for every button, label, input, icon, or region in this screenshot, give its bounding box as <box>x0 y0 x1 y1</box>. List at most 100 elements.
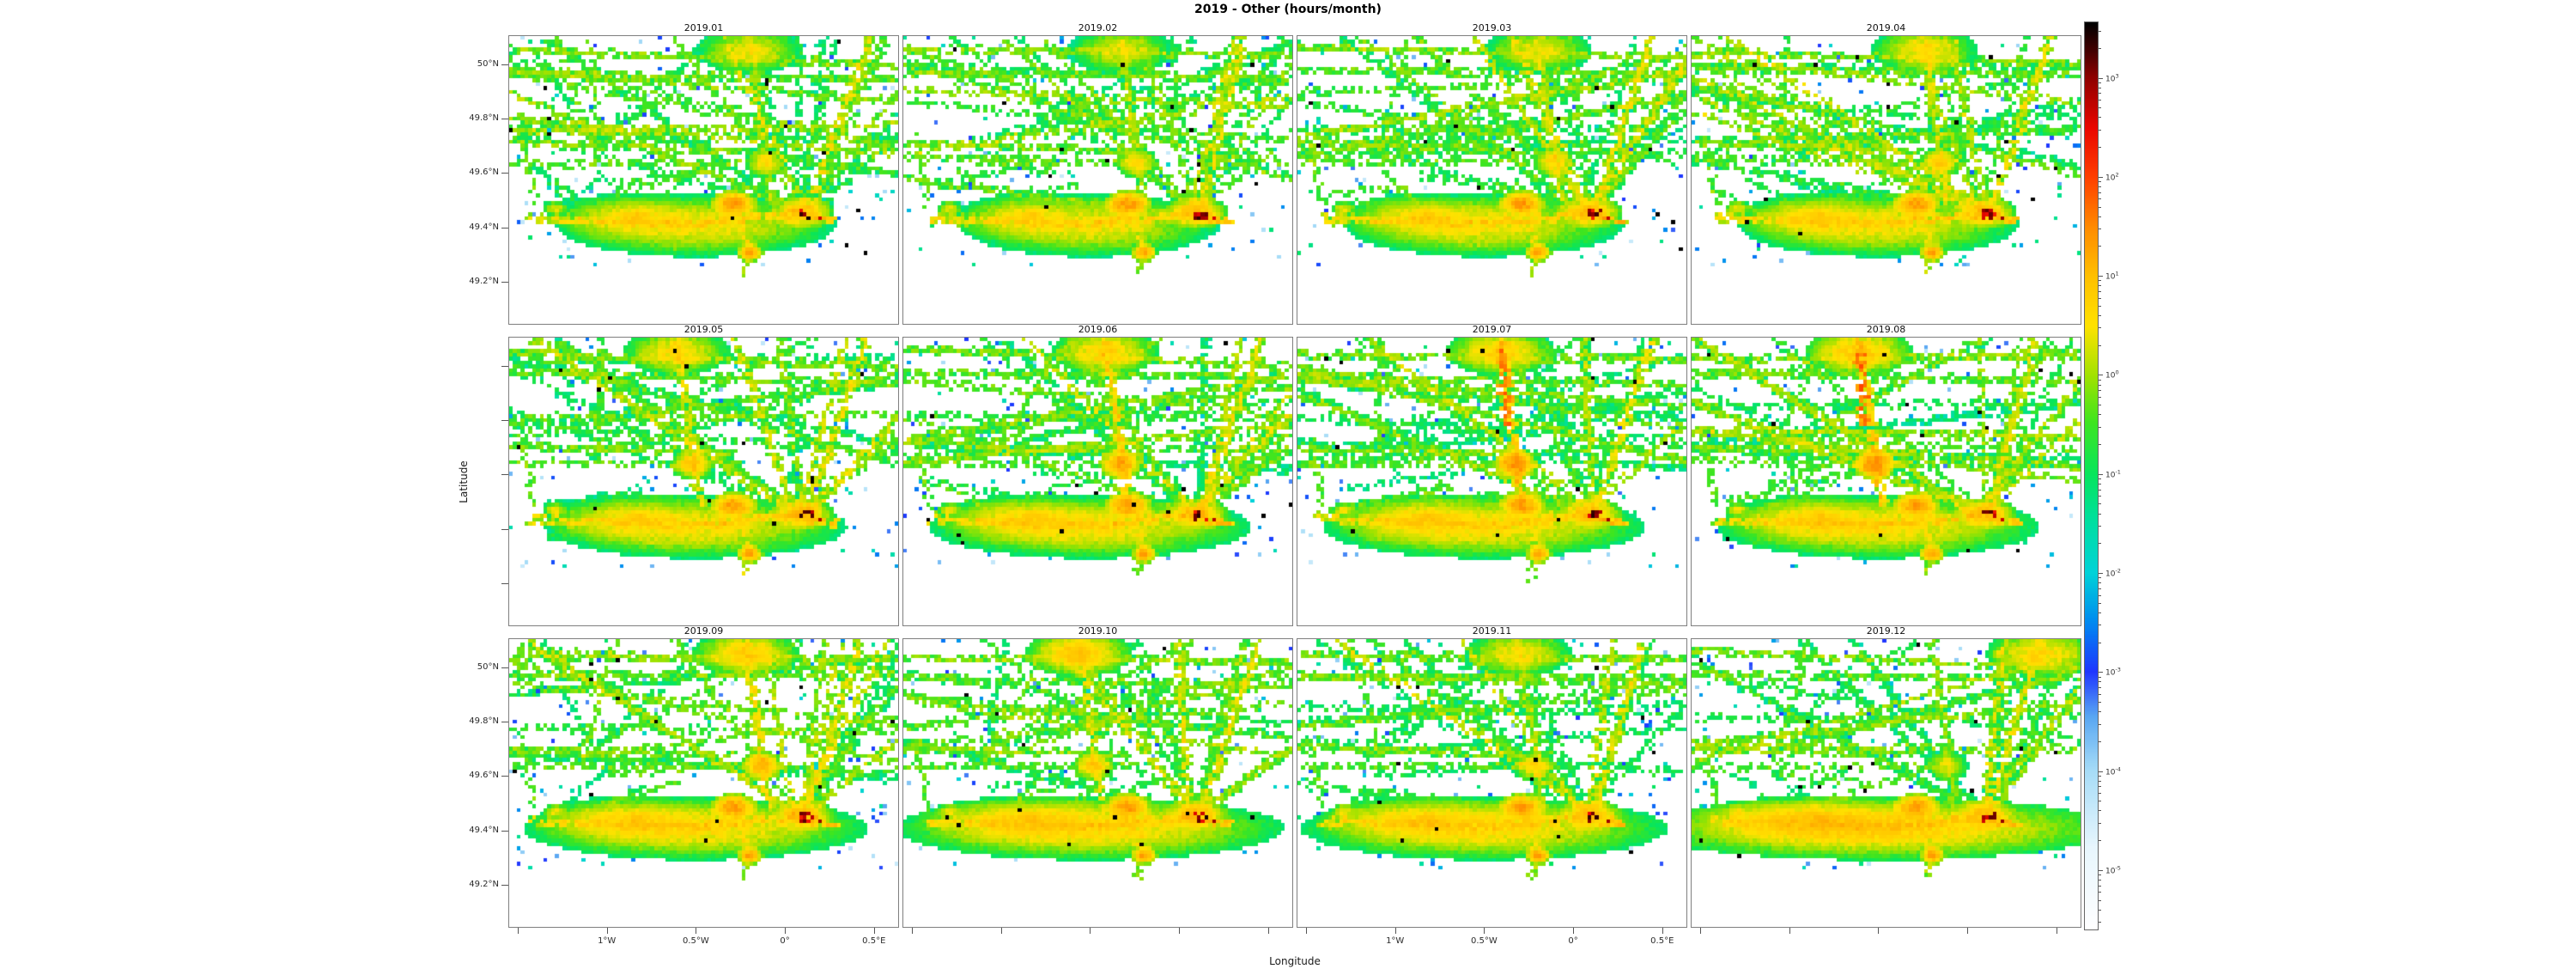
colorbar-tick-label: 103 <box>2105 72 2119 84</box>
colorbar-tick-label: 10-5 <box>2105 864 2121 876</box>
x-tick <box>1306 928 1307 934</box>
colorbar-major-tick <box>2099 473 2103 475</box>
colorbar-minor-tick <box>2099 711 2101 713</box>
y-tick <box>501 667 508 669</box>
density-map-canvas-2019.11 <box>1297 639 1686 927</box>
colorbar-minor-tick <box>2099 327 2101 329</box>
figure-title: 2019 - Other (hours/month) <box>1194 3 1382 16</box>
x-tick-label: 1°W <box>1386 936 1405 946</box>
subplot-title-2019.09: 2019.09 <box>683 625 724 637</box>
x-tick <box>912 928 913 934</box>
colorbar-minor-tick <box>2099 526 2101 527</box>
colorbar-minor-tick <box>2099 216 2101 217</box>
x-tick <box>1700 928 1701 934</box>
y-tick <box>501 776 508 777</box>
subplot-2019.06 <box>902 337 1293 626</box>
subplot-2019.02 <box>902 35 1293 325</box>
subplot-title-2019.08: 2019.08 <box>1866 324 1906 335</box>
colorbar-minor-tick <box>2099 612 2101 613</box>
colorbar-tick-label: 101 <box>2105 270 2119 282</box>
colorbar-minor-tick <box>2099 780 2101 782</box>
colorbar-minor-tick <box>2099 181 2101 183</box>
colorbar-tick-label: 102 <box>2105 171 2119 183</box>
density-map-canvas-2019.05 <box>509 338 898 625</box>
colorbar-tick-label: 10-3 <box>2105 666 2121 678</box>
colorbar-minor-tick <box>2099 513 2101 515</box>
colorbar-minor-tick <box>2099 489 2101 491</box>
density-map-canvas-2019.12 <box>1692 639 2081 927</box>
density-map-canvas-2019.10 <box>903 639 1292 927</box>
x-tick <box>1090 928 1091 934</box>
colorbar-tick-label: 10-4 <box>2105 765 2121 777</box>
y-tick <box>501 830 508 832</box>
colorbar-minor-tick <box>2099 687 2101 689</box>
density-map-canvas-2019.02 <box>903 36 1292 324</box>
colorbar-minor-tick <box>2099 723 2101 725</box>
x-tick <box>1394 928 1396 934</box>
x-tick <box>1484 928 1485 934</box>
y-tick-label: 49.8°N <box>469 113 499 124</box>
colorbar-minor-tick <box>2099 676 2101 678</box>
colorbar-major-tick <box>2099 573 2103 574</box>
x-tick-label: 0° <box>1568 936 1578 946</box>
colorbar-minor-tick <box>2099 577 2101 579</box>
colorbar-minor-tick <box>2099 543 2101 545</box>
colorbar-minor-tick <box>2099 47 2101 49</box>
colorbar-major-tick <box>2099 672 2103 673</box>
colorbar-major-tick <box>2099 276 2103 277</box>
subplot-2019.04 <box>1691 35 2081 325</box>
y-tick <box>501 474 508 476</box>
colorbar-minor-tick <box>2099 693 2101 695</box>
colorbar-minor-tick <box>2099 397 2101 398</box>
x-tick-label: 0.5°E <box>862 936 886 946</box>
subplot-2019.09 <box>508 638 899 928</box>
colorbar-minor-tick <box>2099 390 2101 392</box>
colorbar-minor-tick <box>2099 426 2101 428</box>
colorbar-minor-tick <box>2099 246 2101 247</box>
colorbar-minor-tick <box>2099 192 2101 193</box>
y-tick-label: 49.2°N <box>469 276 499 286</box>
colorbar-minor-tick <box>2099 740 2101 742</box>
colorbar-minor-tick <box>2099 291 2101 292</box>
x-tick <box>785 928 787 934</box>
x-tick-label: 0.5°W <box>682 936 709 946</box>
subplot-2019.10 <box>902 638 1293 928</box>
colorbar-frame <box>2084 21 2099 930</box>
x-tick <box>1179 928 1181 934</box>
x-tick <box>1662 928 1663 934</box>
colorbar-tick-label: 10-2 <box>2105 567 2121 579</box>
density-map-canvas-2019.09 <box>509 639 898 927</box>
subplot-title-2019.07: 2019.07 <box>1472 324 1512 335</box>
y-tick-label: 50°N <box>477 59 499 70</box>
y-tick <box>501 528 508 530</box>
subplot-title-2019.11: 2019.11 <box>1472 625 1512 637</box>
colorbar-minor-tick <box>2099 503 2101 505</box>
x-tick <box>1573 928 1575 934</box>
colorbar-tick-label: 100 <box>2105 369 2119 381</box>
density-map-canvas-2019.04 <box>1692 36 2081 324</box>
subplot-2019.05 <box>508 337 899 626</box>
colorbar-minor-tick <box>2099 414 2101 416</box>
y-tick-label: 50°N <box>477 662 499 673</box>
colorbar-minor-tick <box>2099 588 2101 589</box>
colorbar-minor-tick <box>2099 885 2101 887</box>
y-tick <box>501 366 508 368</box>
colorbar-minor-tick <box>2099 147 2101 149</box>
colorbar-minor-tick <box>2099 602 2101 604</box>
subplot-title-2019.06: 2019.06 <box>1078 324 1118 335</box>
colorbar-minor-tick <box>2099 379 2101 381</box>
y-tick <box>501 582 508 584</box>
colorbar-minor-tick <box>2099 822 2101 824</box>
colorbar-minor-tick <box>2099 786 2101 788</box>
colorbar-major-tick <box>2099 771 2103 772</box>
y-tick <box>501 281 508 283</box>
x-tick <box>1000 928 1002 934</box>
density-map-canvas-2019.03 <box>1297 36 1686 324</box>
subplot-2019.12 <box>1691 638 2081 928</box>
x-axis-label: Longitude <box>1269 955 1321 967</box>
colorbar-minor-tick <box>2099 444 2101 445</box>
colorbar-minor-tick <box>2099 702 2101 703</box>
subplot-title-2019.12: 2019.12 <box>1866 625 1906 637</box>
x-tick <box>1967 928 1969 934</box>
